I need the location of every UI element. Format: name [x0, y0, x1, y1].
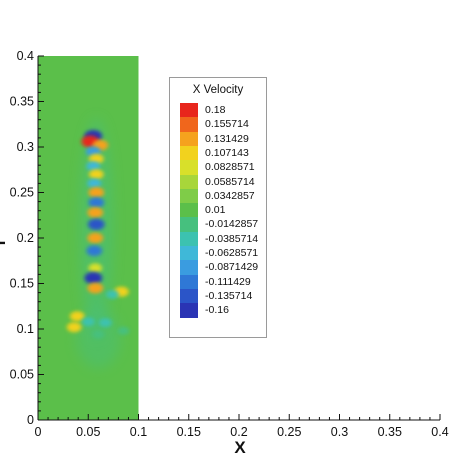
velocity-features — [65, 129, 131, 340]
velocity-feature — [107, 291, 118, 298]
legend-label: -0.0142857 — [205, 218, 259, 231]
legend-swatch — [180, 246, 198, 261]
velocity-feature — [93, 331, 103, 338]
velocity-feature — [118, 327, 128, 334]
legend-title: X Velocity — [192, 84, 244, 96]
velocity-feature — [88, 179, 100, 188]
x-tick-label: 0.15 — [177, 425, 201, 439]
color-legend: X Velocity 0.18 0.155714 0.131429 0.107143 0… — [169, 77, 267, 338]
legend-swatch — [180, 117, 198, 132]
velocity-feature — [88, 233, 102, 243]
velocity-feature — [89, 188, 103, 197]
legend-label: 0.155714 — [205, 118, 249, 131]
legend-label: 0.107143 — [205, 146, 249, 159]
y-axis-title: Y — [0, 237, 9, 249]
legend-label: 0.0585714 — [205, 175, 255, 188]
x-tick-label: 0.3 — [331, 425, 348, 439]
legend-swatch — [180, 203, 198, 218]
legend-label: 0.131429 — [205, 132, 249, 145]
legend-label: -0.0871429 — [205, 261, 259, 274]
y-tick-label: 0.25 — [10, 186, 34, 200]
legend-label: -0.0385714 — [205, 232, 259, 245]
x-tick-label: 0.35 — [378, 425, 402, 439]
legend-swatch — [180, 303, 198, 318]
legend-swatch — [180, 131, 198, 147]
legend-label: -0.16 — [205, 304, 229, 317]
velocity-feature — [83, 318, 94, 326]
y-tick-label: 0.35 — [10, 95, 34, 109]
velocity-feature — [89, 264, 101, 272]
legend-swatch — [180, 231, 198, 247]
velocity-feature — [89, 219, 104, 230]
legend-label: -0.111429 — [205, 275, 251, 288]
x-tick-label: 0.1 — [130, 425, 147, 439]
y-tick-label: 0.4 — [17, 49, 34, 63]
x-tick-label: 0 — [35, 425, 42, 439]
y-tick-label: 0.05 — [10, 368, 34, 382]
legend-label: 0.18 — [205, 104, 226, 116]
y-tick-label: 0.15 — [10, 277, 34, 291]
velocity-feature — [68, 323, 81, 332]
legend-swatch — [180, 160, 198, 175]
legend-swatch — [180, 103, 198, 118]
velocity-feature — [88, 208, 102, 217]
axes: 0 0.05 0.1 0.15 0.2 0.25 0.3 0.35 0.4 0 0.05 0.1 0.1… — [10, 49, 449, 439]
legend-label: 0.0828571 — [205, 161, 255, 174]
velocity-feature — [85, 273, 101, 284]
y-tick-label: 0.1 — [17, 322, 34, 336]
legend-label: 0.0342857 — [205, 189, 255, 202]
x-tick-label: 0.25 — [277, 425, 301, 439]
legend-swatch — [180, 174, 198, 190]
velocity-feature — [87, 162, 99, 170]
legend-swatch — [180, 260, 198, 275]
velocity-feature — [87, 246, 101, 256]
legend-swatch — [180, 188, 198, 204]
x-tick-label: 0.05 — [76, 425, 100, 439]
legend-swatch — [180, 274, 198, 290]
legend-label: -0.135714 — [205, 289, 253, 302]
x-axis-title: X — [234, 438, 246, 457]
legend-swatch — [180, 217, 198, 233]
y-tick-label: 0.2 — [17, 231, 34, 245]
velocity-feature — [88, 283, 102, 293]
y-tick-label: 0 — [27, 413, 34, 427]
legend-swatch — [180, 145, 198, 161]
legend-swatch — [180, 288, 198, 304]
velocity-feature — [89, 198, 103, 207]
x-tick-label: 0.4 — [431, 425, 448, 439]
velocity-feature — [100, 319, 111, 326]
x-tick-label: 0.2 — [230, 425, 247, 439]
velocity-feature — [90, 170, 103, 179]
y-tick-label: 0.3 — [17, 140, 34, 154]
legend-label: 0.01 — [205, 204, 226, 217]
legend-label: -0.0628571 — [205, 247, 259, 259]
velocity-feature — [71, 312, 84, 321]
